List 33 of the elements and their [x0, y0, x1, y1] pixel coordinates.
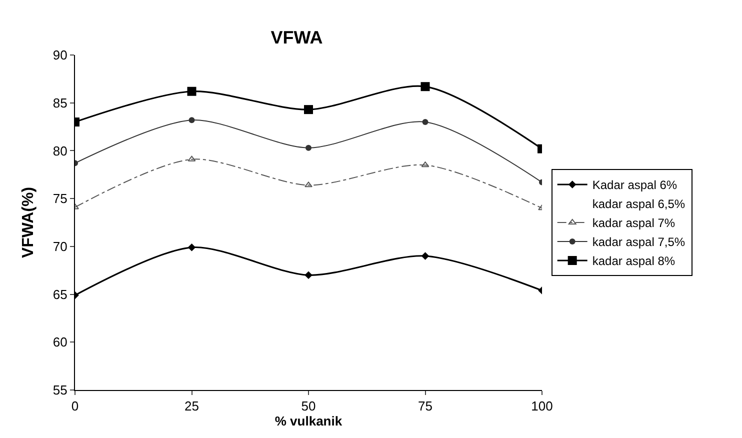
- y-axis-title: VFWA(%): [20, 186, 37, 258]
- point: [187, 86, 196, 96]
- y-tick-label: 65: [52, 286, 68, 302]
- point: [304, 105, 313, 114]
- point: [421, 252, 430, 260]
- point: [422, 119, 428, 125]
- x-tick-label: 0: [71, 398, 79, 414]
- x-tick-label: 50: [301, 398, 316, 414]
- y-tick-label: 75: [52, 191, 68, 206]
- legend-label: Kadar aspal 6%: [592, 178, 678, 192]
- point: [421, 162, 430, 168]
- y-tick-label: 55: [52, 382, 68, 398]
- y-tick-label: 70: [52, 238, 68, 254]
- point: [306, 144, 312, 151]
- y-tick-label: 90: [52, 48, 68, 63]
- y-tick-label: 85: [52, 95, 68, 110]
- y-tick-label: 60: [52, 334, 68, 350]
- text: kadar aspal 6,5%: [592, 197, 686, 212]
- x-axis-title: % vulkanik: [274, 414, 343, 429]
- x-tick-label: 25: [184, 398, 199, 414]
- point: [304, 271, 312, 280]
- legend-label: kadar aspal 7%: [592, 216, 676, 230]
- legend-label: kadar aspal 8%: [592, 254, 676, 268]
- point: [188, 156, 196, 162]
- chart-title: VFWA: [270, 27, 323, 48]
- x-tick-label: 75: [418, 398, 432, 414]
- x-tick-label: 100: [531, 398, 553, 414]
- point: [304, 182, 312, 188]
- point: [188, 117, 195, 124]
- point: [420, 82, 430, 92]
- y-tick-label: 80: [52, 143, 68, 158]
- point: [188, 243, 196, 252]
- legend-label: kadar aspal 7,5%: [592, 235, 686, 250]
